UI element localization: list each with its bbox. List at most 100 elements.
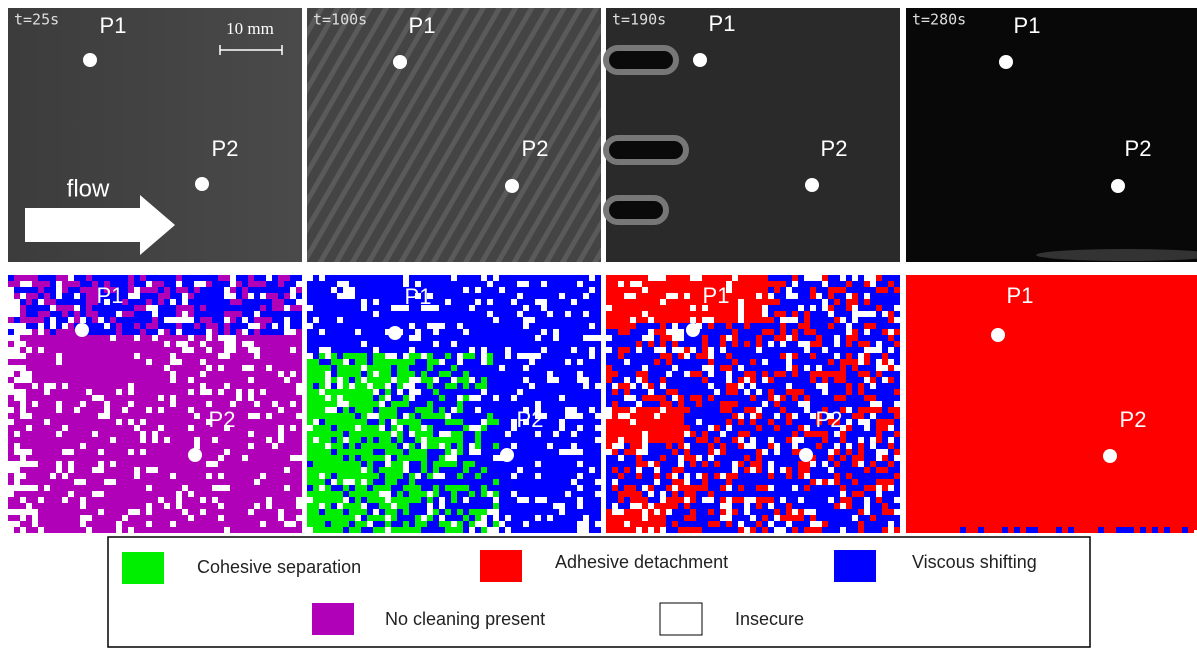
map-cell	[206, 323, 212, 329]
map-cell	[565, 287, 571, 293]
map-cell	[870, 287, 876, 293]
map-cell	[224, 353, 230, 359]
map-cell	[499, 509, 505, 515]
map-cell	[212, 461, 218, 467]
map-cell	[511, 383, 517, 389]
map-cell	[888, 275, 894, 281]
map-cell	[98, 365, 104, 371]
map-cell	[194, 335, 200, 341]
map-cell	[726, 275, 732, 281]
map-cell	[20, 413, 26, 419]
map-cell	[816, 317, 822, 323]
map-cell	[367, 461, 373, 467]
map-cell	[367, 527, 373, 533]
map-cell	[409, 311, 415, 317]
map-cell	[104, 383, 110, 389]
map-cell	[385, 299, 391, 305]
map-cell	[110, 503, 116, 509]
map-cell	[98, 419, 104, 425]
map-cell	[577, 359, 583, 365]
map-cell	[182, 503, 188, 509]
map-cell	[511, 485, 517, 491]
map-cell	[32, 359, 38, 365]
map-cell	[80, 383, 86, 389]
map-cell	[565, 395, 571, 401]
map-cell	[170, 527, 176, 533]
map-cell	[116, 515, 122, 521]
map-cell	[385, 509, 391, 515]
map-cell	[319, 383, 325, 389]
map-cell	[445, 293, 451, 299]
map-cell	[858, 341, 864, 347]
map-cell	[433, 407, 439, 413]
map-cell	[140, 341, 146, 347]
map-cell	[254, 365, 260, 371]
map-cell	[445, 521, 451, 527]
map-cell	[768, 353, 774, 359]
map-cell	[553, 275, 559, 281]
map-cell	[331, 425, 337, 431]
map-cell	[367, 443, 373, 449]
map-cell	[469, 455, 475, 461]
map-cell	[248, 527, 254, 533]
map-cell	[415, 425, 421, 431]
map-cell	[493, 521, 499, 527]
map-cell	[864, 347, 870, 353]
map-cell	[409, 467, 415, 473]
map-cell	[355, 449, 361, 455]
map-cell	[152, 377, 158, 383]
map-cell	[463, 353, 469, 359]
map-cell	[80, 443, 86, 449]
map-cell	[236, 275, 242, 281]
map-cell	[780, 275, 786, 281]
map-cell	[439, 455, 445, 461]
map-cell	[56, 341, 62, 347]
map-cell	[200, 401, 206, 407]
map-cell	[146, 395, 152, 401]
map-cell	[583, 449, 589, 455]
map-cell	[589, 275, 595, 281]
map-cell	[44, 353, 50, 359]
map-cell	[553, 383, 559, 389]
map-cell	[140, 365, 146, 371]
map-cell	[38, 311, 44, 317]
map-cell	[44, 371, 50, 377]
map-cell	[391, 383, 397, 389]
map-cell	[505, 323, 511, 329]
map-cell	[122, 335, 128, 341]
map-cell	[547, 503, 553, 509]
map-cell	[194, 419, 200, 425]
map-cell	[666, 293, 672, 299]
map-cell	[756, 359, 762, 365]
map-cell	[732, 341, 738, 347]
map-cell	[379, 407, 385, 413]
map-cell	[445, 275, 451, 281]
map-cell	[343, 527, 349, 533]
map-cell	[74, 437, 80, 443]
map-cell	[445, 455, 451, 461]
map-cell	[38, 401, 44, 407]
map-cell	[284, 365, 290, 371]
map-cell	[355, 485, 361, 491]
map-cell	[146, 329, 152, 335]
map-cell	[38, 509, 44, 515]
map-cell	[254, 353, 260, 359]
map-cell	[852, 359, 858, 365]
map-cell	[577, 353, 583, 359]
map-cell	[296, 413, 302, 419]
map-cell	[248, 419, 254, 425]
map-cell	[571, 383, 577, 389]
map-cell	[672, 341, 678, 347]
map-cell	[409, 473, 415, 479]
map-cell	[116, 389, 122, 395]
map-cell	[547, 413, 553, 419]
map-cell	[86, 473, 92, 479]
map-cell	[589, 485, 595, 491]
map-cell	[188, 359, 194, 365]
map-cell	[152, 491, 158, 497]
map-cell	[421, 455, 427, 461]
map-cell	[74, 413, 80, 419]
map-cell	[337, 335, 343, 341]
map-cell	[8, 329, 14, 335]
map-cell	[415, 377, 421, 383]
